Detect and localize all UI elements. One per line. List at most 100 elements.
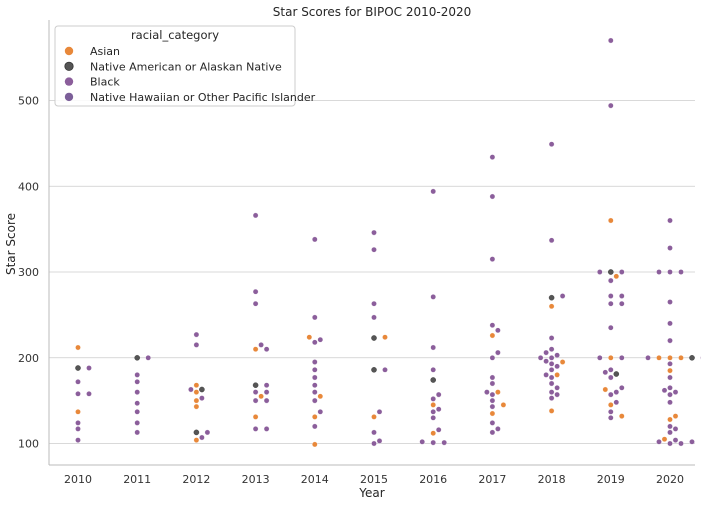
data-point-native-american-or-alaskan-native (371, 367, 377, 373)
data-point-black (75, 379, 81, 385)
data-point-asian (193, 437, 200, 443)
data-points (75, 37, 701, 448)
data-point-native-american-or-alaskan-native (430, 377, 436, 383)
data-point-black (134, 400, 140, 406)
data-point-black (559, 293, 566, 299)
data-point-asian (312, 441, 318, 448)
data-point-black (597, 355, 603, 361)
data-point-black (619, 385, 625, 391)
data-point-black (312, 236, 318, 243)
data-point-black (608, 102, 614, 109)
data-point-black (667, 361, 673, 367)
data-point-black (371, 440, 377, 447)
data-point-black (263, 382, 270, 388)
data-point-asian (193, 397, 200, 404)
data-point-black (134, 429, 140, 436)
data-point-black (672, 389, 679, 395)
data-point-black (86, 365, 92, 371)
data-point-black (548, 389, 555, 395)
data-point-asian (608, 355, 614, 361)
data-point-black (608, 293, 614, 299)
data-point-black (75, 391, 81, 397)
data-point-black (667, 440, 673, 447)
data-point-black (489, 420, 496, 426)
data-point-asian (382, 334, 388, 340)
data-point-black (656, 269, 662, 275)
data-point-black (495, 426, 501, 432)
data-point-black (667, 337, 673, 344)
legend-frame (54, 25, 296, 107)
data-point-black (86, 391, 92, 397)
data-point-black (672, 426, 679, 432)
data-point-native-american-or-alaskan-native (193, 429, 200, 436)
y-tick-label: 100 (18, 438, 39, 451)
chart-title: Star Scores for BIPOC 2010-2020 (273, 5, 471, 19)
data-point-black (548, 367, 555, 373)
data-point-native-american-or-alaskan-native (689, 355, 695, 361)
data-point-asian (495, 389, 501, 395)
x-tick-label: 2019 (597, 473, 625, 486)
data-point-black (312, 382, 318, 388)
data-point-black (554, 363, 560, 370)
data-point-black (371, 429, 377, 436)
data-point-black (667, 374, 673, 381)
data-point-black (489, 256, 496, 262)
data-point-black (672, 437, 679, 443)
data-point-black (199, 395, 205, 401)
data-point-asian (371, 414, 377, 420)
data-point-black (554, 385, 560, 391)
data-point-black (430, 396, 436, 402)
data-point-native-american-or-alaskan-native (134, 355, 140, 361)
data-point-black (608, 374, 614, 381)
data-point-asian (608, 217, 614, 224)
data-point-black (419, 439, 425, 445)
legend-title: racial_category (131, 28, 219, 42)
data-point-black (661, 387, 668, 394)
data-point-asian (500, 402, 507, 408)
legend-marker (64, 46, 74, 56)
x-tick-label: 2018 (538, 473, 566, 486)
data-point-black (489, 391, 496, 398)
data-point-black (145, 355, 151, 361)
data-point-native-american-or-alaskan-native (199, 386, 205, 393)
data-point-asian (602, 386, 609, 393)
data-point-asian (667, 355, 673, 361)
x-tick-label: 2011 (123, 473, 151, 486)
legend-entry-label: Black (90, 76, 120, 89)
data-point-black (495, 327, 501, 334)
data-point-black (75, 420, 81, 426)
data-point-black (667, 320, 673, 327)
data-point-black (608, 409, 614, 415)
data-point-black (430, 294, 436, 300)
data-point-black (489, 374, 496, 381)
data-point-black (608, 391, 614, 398)
y-tick-label: 500 (18, 95, 39, 108)
data-point-black (134, 389, 140, 395)
axes (48, 20, 695, 466)
data-point-black (263, 397, 270, 404)
data-point-black (252, 426, 259, 432)
x-tick-label: 2014 (301, 473, 329, 486)
data-point-black (371, 246, 377, 253)
data-point-asian (656, 355, 662, 361)
data-point-black (371, 229, 377, 236)
x-tick-label: 2013 (242, 473, 270, 486)
data-point-black (613, 389, 620, 395)
data-point-black (613, 399, 620, 406)
data-point-black (678, 440, 684, 447)
data-point-black (134, 379, 140, 385)
data-point-black (312, 314, 318, 321)
data-point-asian (430, 402, 436, 408)
data-point-black (258, 342, 264, 348)
data-point-asian (258, 393, 264, 400)
data-point-asian (661, 436, 668, 442)
data-point-black (554, 391, 560, 398)
x-tick-label: 2016 (419, 473, 447, 486)
data-point-black (554, 352, 560, 358)
data-point-black (667, 423, 673, 430)
data-point-asian (430, 430, 436, 436)
data-point-black (608, 415, 614, 421)
data-point-black (263, 426, 270, 432)
data-point-black (667, 245, 673, 251)
data-point-black (548, 355, 555, 361)
